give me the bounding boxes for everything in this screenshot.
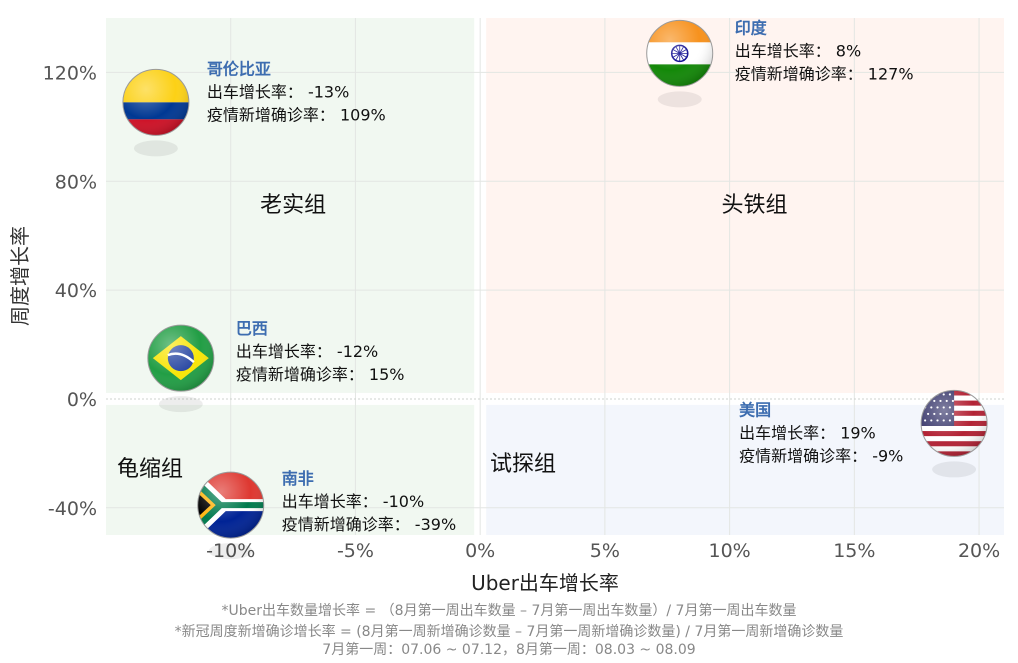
uber-growth-label: 出车增长率： 8%: [735, 41, 861, 60]
covid-growth-label: 疫情新增确诊率： 127%: [735, 64, 914, 83]
south-africa-flag-icon: [197, 471, 265, 539]
x-tick-label: 0%: [465, 540, 495, 562]
uber-growth-label: 出车增长率： -10%: [282, 492, 424, 511]
x-tick-label: -10%: [206, 540, 255, 562]
x-axis-title: Uber出车增长率: [471, 571, 619, 595]
country-name: 印度: [735, 18, 768, 37]
x-tick-label: 20%: [958, 540, 1000, 562]
flag-shadow: [133, 140, 178, 157]
quadrant-label-top-left: 老实组: [260, 193, 326, 218]
quadrant-backgrounds: [106, 18, 1005, 535]
quadrant-label-top-right: 头铁组: [722, 193, 788, 218]
uber-growth-label: 出车增长率： -12%: [236, 342, 378, 361]
footnote-dates: 7月第一周：07.06 ~ 07.12，8月第一周：08.03 ~ 08.09: [322, 642, 696, 658]
y-tick-label: 40%: [55, 280, 97, 302]
flag-shadow: [158, 396, 203, 413]
covid-growth-label: 疫情新增确诊率： -9%: [739, 446, 903, 465]
quadrant-label-bottom-right: 试探组: [490, 452, 556, 477]
flag-shadow: [657, 91, 702, 108]
quadrant-top-right-bg: [486, 18, 1005, 393]
country-name: 巴西: [236, 319, 268, 338]
covid-growth-label: 疫情新增确诊率： 109%: [207, 105, 386, 124]
x-tick-label: -5%: [337, 540, 374, 562]
flag-shadow: [208, 543, 253, 560]
covid-growth-label: 疫情新增确诊率： 15%: [236, 365, 405, 384]
country-name: 南非: [282, 469, 314, 488]
y-axis-title: 周度增长率: [8, 226, 32, 326]
uber-growth-label: 出车增长率： 19%: [739, 423, 876, 442]
quadrant-bottom-right-bg: [486, 404, 1005, 535]
x-axis-ticks: -10% -5% 0% 5% 10% 15% 20%: [206, 540, 1000, 562]
india-flag-icon: [646, 19, 714, 87]
uber-growth-label: 出车增长率： -13%: [207, 82, 349, 101]
colombia-flag-icon: [122, 68, 190, 136]
footnote-covid: *新冠周度新增确诊增长率 = (8月第一周新增确诊数量 – 7月第一周新增确诊数…: [174, 624, 844, 640]
y-tick-label: 120%: [43, 62, 97, 84]
y-tick-label: 80%: [55, 171, 97, 193]
x-tick-label: 5%: [590, 540, 620, 562]
x-tick-label: 15%: [833, 540, 875, 562]
brazil-flag-icon: [147, 324, 215, 392]
y-tick-label: 0%: [67, 389, 97, 411]
flag-shadow: [932, 461, 977, 478]
y-tick-label: -40%: [48, 498, 97, 520]
y-axis-ticks: 120% 80% 40% 0% -40%: [43, 62, 97, 519]
quadrant-bottom-left-bg: [106, 404, 475, 535]
usa-flag-icon: [920, 389, 988, 457]
country-name: 美国: [739, 400, 771, 419]
country-name: 哥伦比亚: [207, 59, 271, 78]
quadrant-label-bottom-left: 龟缩组: [117, 457, 183, 482]
x-tick-label: 10%: [708, 540, 750, 562]
footnote-uber: *Uber出车数量增长率 = （8月第一周出车数量 – 7月第一周出车数量）/ …: [221, 603, 797, 619]
covid-growth-label: 疫情新增确诊率： -39%: [282, 515, 456, 534]
